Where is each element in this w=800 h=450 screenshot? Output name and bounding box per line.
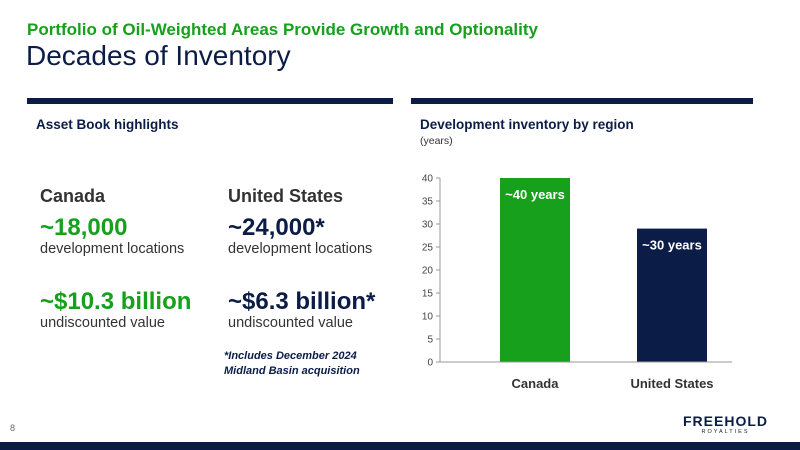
y-tick-label-2: 10 (422, 312, 434, 323)
inventory-bar-chart: 0 5 10 15 20 25 30 35 40 ~40 years Canada ~30 years… (422, 174, 732, 391)
y-tick-label-8: 40 (422, 174, 434, 185)
x-category-label-0: Canada (512, 376, 560, 391)
bar-data-label-1: ~30 years (642, 238, 702, 253)
canada-column: Canada ~18,000 development locations ~$1… (40, 186, 191, 331)
page-number: 8 (10, 423, 16, 433)
canada-undiscounted-value: ~$10.3 billion (40, 288, 192, 315)
x-category-label-1: United States (630, 376, 713, 391)
canada-locations-caption: development locations (40, 241, 185, 257)
y-tick-label-6: 30 (422, 220, 434, 231)
y-tick-label-0: 0 (427, 358, 433, 369)
y-tick-label-5: 25 (422, 243, 434, 254)
logo-wordmark: FREEHOLD (683, 413, 768, 429)
footer-bar (0, 442, 800, 450)
us-undiscounted-value: ~$6.3 billion* (228, 288, 376, 315)
us-locations-value: ~24,000* (228, 214, 325, 241)
us-value-caption: undiscounted value (228, 315, 353, 331)
slide-kicker: Portfolio of Oil-Weighted Areas Provide … (27, 20, 538, 39)
y-tick-label-1: 5 (427, 335, 433, 346)
footnote-line-1: *Includes December 2024 (224, 350, 357, 362)
canada-region-label: Canada (40, 186, 106, 206)
canada-value-caption: undiscounted value (40, 315, 165, 331)
y-tick-label-3: 15 (422, 289, 434, 300)
us-column: United States ~24,000* development locat… (228, 186, 375, 331)
us-locations-caption: development locations (228, 241, 373, 257)
footnote-line-2: Midland Basin acquisition (224, 365, 360, 377)
asset-book-heading: Asset Book highlights (36, 117, 179, 132)
y-tick-label-7: 35 (422, 197, 434, 208)
slide-title: Decades of Inventory (26, 40, 291, 71)
company-logo: FREEHOLD ROYALTIES (683, 414, 768, 436)
footnote: *Includes December 2024 Midland Basin ac… (224, 349, 360, 379)
inventory-chart-heading: Development inventory by region (420, 117, 634, 132)
logo-subtitle: ROYALTIES (701, 429, 750, 435)
bar-data-label-0: ~40 years (505, 187, 565, 202)
y-tick-label-4: 20 (422, 266, 434, 277)
inventory-chart-subheading: (years) (420, 135, 453, 147)
right-panel-rule (411, 98, 753, 104)
canada-locations-value: ~18,000 (40, 214, 128, 241)
left-panel-rule (27, 98, 393, 104)
us-region-label: United States (228, 186, 344, 206)
bar-1 (637, 228, 707, 362)
bar-0 (500, 178, 570, 362)
